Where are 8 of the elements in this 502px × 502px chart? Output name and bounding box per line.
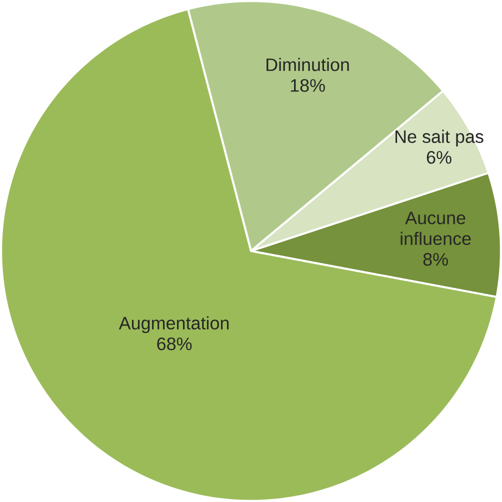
- data-label: 68%: [157, 338, 192, 350]
- data-label: 8%: [423, 253, 448, 266]
- data-label: 6%: [426, 151, 452, 164]
- data-label: 18%: [290, 79, 325, 92]
- slice-label: Ne sait pas: [396, 130, 484, 147]
- slice-label: Augmentation: [118, 316, 229, 334]
- slice-label: Diminution: [266, 58, 349, 72]
- slice-label: Aucune influence: [400, 212, 471, 246]
